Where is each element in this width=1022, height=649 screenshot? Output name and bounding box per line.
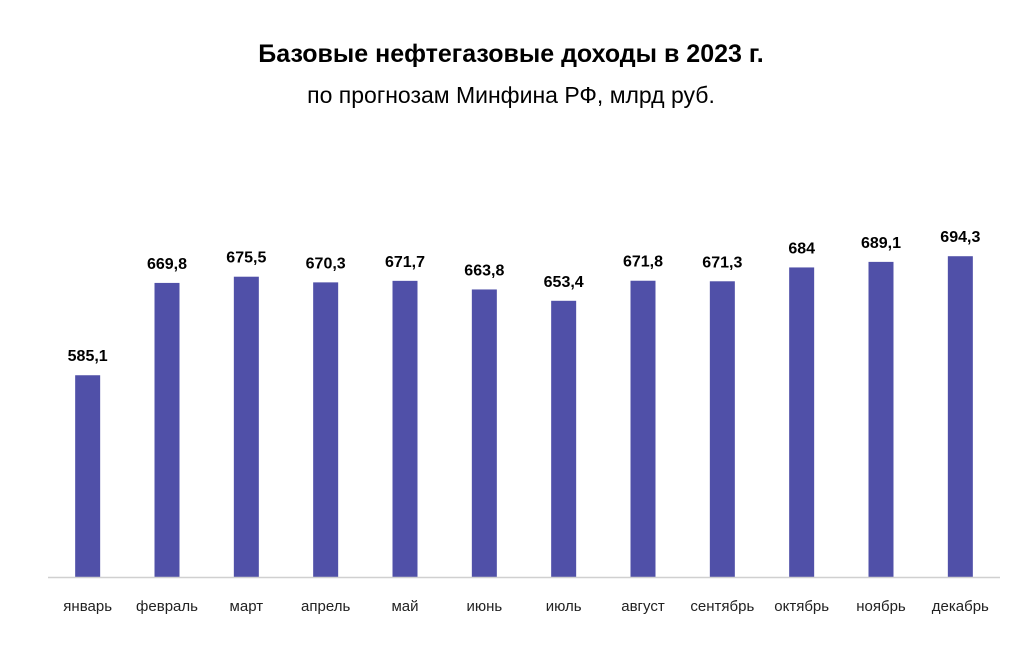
bar-9 (789, 267, 815, 577)
bar-4 (392, 280, 418, 577)
data-label-6: 653,4 (544, 274, 584, 291)
bar-11 (947, 256, 973, 577)
x-tick-label-7: август (621, 598, 665, 615)
bar-5 (471, 289, 497, 577)
x-tick-label-11: декабрь (932, 598, 989, 615)
chart-subtitle: по прогнозам Минфина РФ, млрд руб. (307, 82, 715, 108)
data-label-4: 671,7 (385, 254, 425, 271)
x-tick-label-4: май (391, 598, 418, 615)
x-tick-label-8: сентябрь (690, 598, 754, 615)
bar-6 (551, 300, 577, 577)
bar-3 (313, 282, 339, 577)
data-label-3: 670,3 (306, 255, 346, 272)
data-label-2: 675,5 (226, 250, 266, 267)
chart-title: Базовые нефтегазовые доходы в 2023 г. (258, 40, 764, 68)
x-tick-label-2: март (230, 598, 264, 615)
x-tick-label-3: апрель (301, 598, 350, 615)
data-label-8: 671,3 (702, 254, 742, 271)
x-tick-label-6: июль (546, 598, 582, 615)
x-tick-label-1: февраль (136, 598, 198, 615)
bar-0 (75, 375, 101, 577)
bar-8 (709, 281, 735, 577)
bar-10 (868, 261, 894, 577)
data-label-1: 669,8 (147, 256, 187, 273)
x-tick-label-5: июнь (466, 598, 502, 615)
bar-2 (233, 276, 259, 577)
data-label-10: 689,1 (861, 235, 901, 252)
data-label-11: 694,3 (940, 229, 980, 246)
x-tick-label-9: октябрь (774, 598, 829, 615)
data-label-5: 663,8 (464, 262, 504, 279)
data-label-0: 585,1 (68, 348, 108, 365)
bar-7 (630, 280, 656, 577)
data-label-9: 684 (788, 240, 815, 257)
data-label-7: 671,8 (623, 254, 663, 271)
x-tick-label-0: январь (63, 598, 112, 615)
bar-1 (154, 282, 180, 577)
x-tick-label-10: ноябрь (856, 598, 906, 615)
